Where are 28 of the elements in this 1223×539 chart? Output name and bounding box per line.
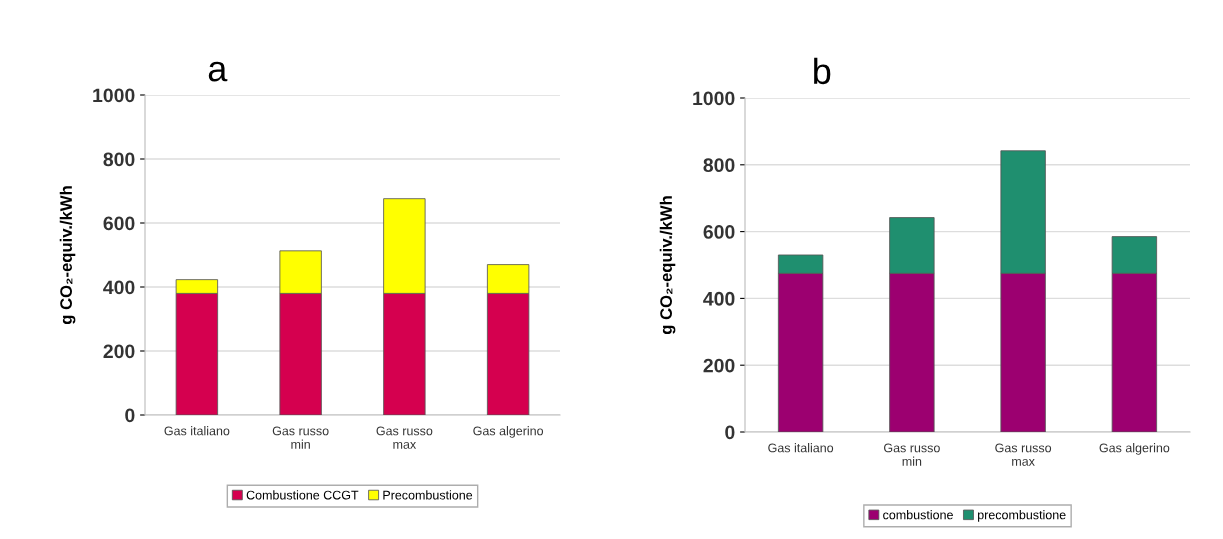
y-tick-label: 200	[103, 344, 135, 359]
legend-label: Combustione CCGT	[246, 490, 359, 500]
y-tick-label: 800	[103, 152, 135, 167]
chart-title: a	[208, 61, 228, 82]
y-tick-label: 200	[703, 358, 735, 373]
x-tick-label: Gas russo max	[995, 443, 1052, 466]
x-tick-label: Gas russo min	[884, 443, 940, 466]
y-axis-title: g CO₂-equiv./kWh	[659, 196, 676, 335]
y-tick-label: 1000	[93, 88, 135, 103]
x-tick-label: Gas russo min	[272, 426, 329, 449]
legend-label: precombustione	[978, 510, 1066, 522]
x-tick-label: Gas algerino	[473, 426, 544, 438]
x-tick-label: Gas algerino	[1099, 443, 1170, 455]
y-tick-label: 0	[125, 408, 135, 423]
y-tick-label: 600	[703, 225, 735, 239]
y-tick-label: 1000	[693, 91, 735, 106]
y-tick-label: 400	[103, 280, 135, 295]
y-tick-label: 600	[103, 216, 135, 231]
y-tick-label: 800	[703, 158, 735, 173]
x-tick-label: Gas italiano	[164, 426, 230, 436]
y-tick-label: 400	[703, 291, 735, 306]
chart-title: b	[814, 57, 831, 85]
legend-label: Precombustione	[383, 490, 473, 500]
x-tick-label: Gas italiano	[768, 443, 834, 453]
legend-label: combustione	[883, 510, 953, 520]
y-tick-label: 0	[725, 425, 735, 440]
y-axis-title: g CO₂-equiv./kWh	[59, 186, 76, 325]
x-tick-label: Gas russo max	[376, 426, 433, 449]
